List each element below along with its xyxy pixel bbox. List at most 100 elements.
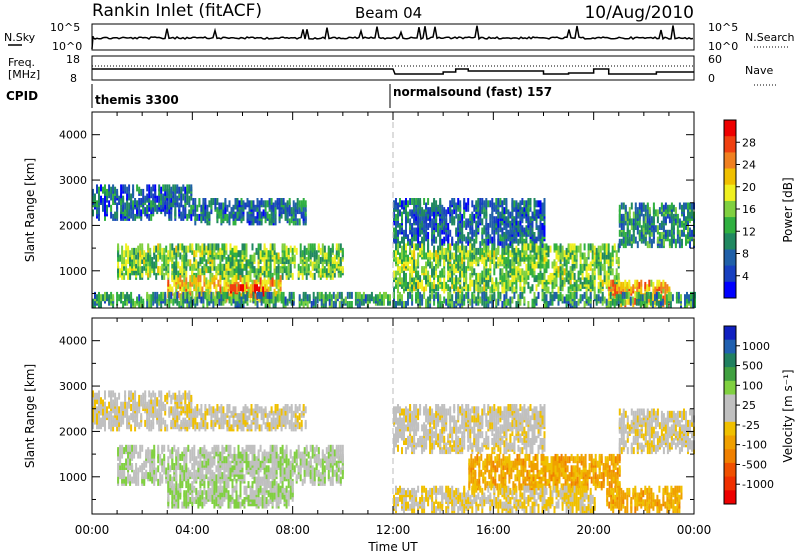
- power-cell: [332, 257, 334, 264]
- vel-cell: [208, 404, 210, 411]
- power-cell: [521, 225, 523, 232]
- power-cell: [245, 203, 247, 210]
- power-cell: [616, 294, 618, 301]
- power-cell: [534, 292, 536, 299]
- power-cell: [217, 264, 219, 271]
- power-cell: [578, 284, 580, 291]
- power-cell: [280, 266, 282, 273]
- power-cell: [684, 294, 686, 301]
- power-cell: [218, 299, 220, 306]
- power-cell: [403, 200, 405, 207]
- power-cell: [666, 301, 668, 308]
- power-cell: [140, 297, 142, 304]
- power-cell: [447, 292, 449, 299]
- power-cell: [126, 187, 128, 194]
- vel-cell: [186, 404, 188, 411]
- power-cell: [594, 292, 596, 299]
- vel-cell: [128, 390, 130, 397]
- power-cell: [680, 294, 682, 301]
- power-cell: [118, 294, 120, 301]
- power-cell: [493, 282, 495, 289]
- power-cell: [501, 207, 503, 214]
- power-cell: [213, 259, 215, 266]
- power-cell: [445, 248, 447, 255]
- power-cell: [622, 299, 624, 306]
- power-cell: [336, 262, 338, 269]
- power-colorbar-swatch: [724, 217, 736, 234]
- power-cell: [161, 264, 163, 271]
- freq-unit-label: [MHz]: [8, 68, 40, 81]
- power-cell: [399, 266, 401, 273]
- power-cell: [471, 212, 473, 219]
- power-cell: [407, 255, 409, 262]
- power-cell: [521, 246, 523, 253]
- power-cell: [256, 248, 258, 255]
- power-cell: [237, 294, 239, 301]
- power-cell: [671, 203, 673, 210]
- power-cell: [586, 266, 588, 273]
- power-cell: [248, 259, 250, 266]
- power-cell: [499, 212, 501, 219]
- power-cell: [614, 284, 616, 291]
- power-cell: [449, 200, 451, 207]
- power-cell: [300, 257, 302, 264]
- power-cell: [367, 294, 369, 301]
- power-cell: [172, 299, 174, 306]
- power-cell: [137, 259, 139, 266]
- power-cell: [305, 292, 307, 299]
- power-cell: [211, 250, 213, 257]
- power-cell: [247, 292, 249, 299]
- power-cell: [503, 294, 505, 301]
- power-cell: [501, 275, 503, 282]
- power-cell: [661, 203, 663, 210]
- power-cell: [154, 184, 156, 191]
- power-cell: [435, 284, 437, 291]
- power-cell: [421, 221, 423, 228]
- power-cell: [316, 250, 318, 257]
- power-cell: [499, 255, 501, 262]
- power-cell: [166, 184, 168, 191]
- power-cell: [540, 243, 542, 250]
- power-cell: [155, 255, 157, 262]
- power-cell: [459, 223, 461, 230]
- power-cell: [108, 184, 110, 191]
- power-cell: [507, 230, 509, 237]
- vel-cell: [110, 418, 112, 425]
- power-cell: [146, 205, 148, 212]
- power-cell: [471, 292, 473, 299]
- power-cell: [413, 277, 415, 284]
- power-cell: [523, 228, 525, 235]
- power-cell: [171, 250, 173, 257]
- power-cell: [137, 246, 139, 253]
- power-cell: [131, 262, 133, 269]
- power-cell: [371, 292, 373, 299]
- power-cell: [230, 243, 232, 250]
- power-cell: [527, 255, 529, 262]
- power-cell: [282, 273, 284, 280]
- power-cell: [132, 214, 134, 221]
- vel-cell: [188, 420, 190, 427]
- power-cell: [487, 200, 489, 207]
- power-cell: [218, 203, 220, 210]
- power-cell: [626, 282, 628, 289]
- power-cell: [417, 253, 419, 260]
- power-cell: [666, 294, 668, 301]
- power-cell: [152, 292, 154, 299]
- power-cell: [106, 189, 108, 196]
- power-cell: [457, 214, 459, 221]
- power-cell: [663, 239, 665, 246]
- nsky-trace: [92, 26, 693, 50]
- power-cell: [128, 184, 130, 191]
- power-cell: [407, 282, 409, 289]
- power-cell: [284, 243, 286, 250]
- power-cell: [461, 228, 463, 235]
- power-cell: [195, 277, 197, 284]
- power-cell: [338, 243, 340, 250]
- power-cell: [196, 297, 198, 304]
- power-cell: [457, 221, 459, 228]
- power-cell: [303, 212, 305, 219]
- power-cell: [654, 294, 656, 301]
- power-cell: [465, 273, 467, 280]
- power-cell: [677, 228, 679, 235]
- power-cell: [519, 268, 521, 275]
